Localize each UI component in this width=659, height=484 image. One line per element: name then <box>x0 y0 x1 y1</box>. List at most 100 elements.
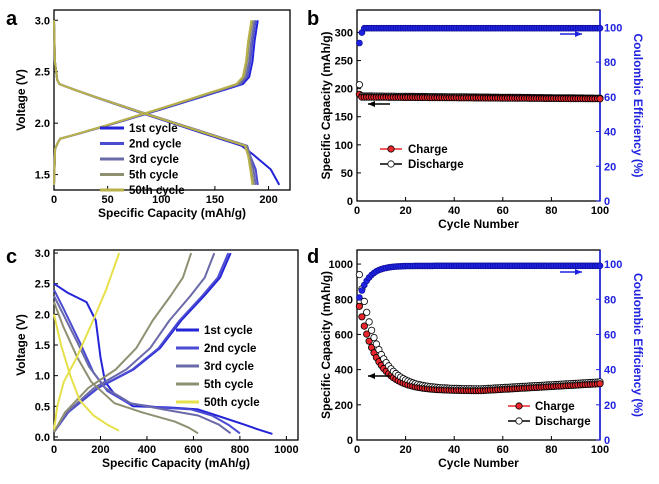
capacity-arrow-head <box>368 101 375 107</box>
charge-point <box>360 322 368 330</box>
legend-label: 50th cycle <box>204 397 260 409</box>
x-tick-label: 80 <box>545 205 557 217</box>
x-tick-label: 600 <box>184 444 202 456</box>
y2-tick-label: 40 <box>604 365 616 377</box>
charge-curve-2 <box>53 252 230 433</box>
x-tick-label: 40 <box>448 444 460 456</box>
y-tick-label: 600 <box>335 329 353 341</box>
y2-tick-label: 0 <box>604 196 610 208</box>
y2-tick-label: 0 <box>604 435 610 447</box>
y-tick-label: 1000 <box>329 259 353 271</box>
legend-label: 5th cycle <box>129 170 178 182</box>
discharge-point <box>370 333 378 342</box>
charge-point <box>596 95 604 103</box>
efficiency-point <box>596 262 604 270</box>
charge-curve-4 <box>53 252 193 433</box>
y-tick-label: 1.5 <box>35 340 50 352</box>
x-tick-label: 0 <box>51 444 57 456</box>
legend-label: 1st cycle <box>204 325 253 337</box>
panel-letter: c <box>6 246 17 268</box>
y2-tick-label: 20 <box>604 161 616 173</box>
efficiency-point <box>358 287 366 294</box>
x-tick-label: 800 <box>231 444 249 456</box>
legend-marker <box>515 417 523 425</box>
legend-label: Discharge <box>408 159 464 171</box>
discharge-point <box>363 308 371 316</box>
panel-letter: b <box>307 8 319 30</box>
y-tick-label: 200 <box>335 400 353 412</box>
y-tick-label: 50 <box>341 168 353 180</box>
charge-curve-5 <box>53 252 121 430</box>
y2-axis-title: Coulombic Efficiency (%) <box>631 33 645 177</box>
legend-label: Charge <box>535 401 575 413</box>
legend-label: Discharge <box>535 416 591 428</box>
y-tick-label: 100 <box>335 140 353 152</box>
x-tick-label: 0 <box>354 205 360 217</box>
legend-label: Charge <box>408 144 448 156</box>
y-tick-label: 2.0 <box>35 118 50 130</box>
legend-label: 3rd cycle <box>129 154 179 166</box>
y-tick-label: 2.5 <box>35 279 50 291</box>
efficiency-point <box>596 24 604 32</box>
discharge-point <box>355 270 363 279</box>
y-tick-label: 2.0 <box>35 309 50 321</box>
y-axis-title: Voltage (V) <box>14 314 28 376</box>
discharge-point <box>355 81 363 89</box>
y2-tick-label: 60 <box>604 92 616 104</box>
y-tick-label: 3.0 <box>35 15 50 27</box>
x-tick-label: 100 <box>591 205 609 217</box>
ce-arrow-head <box>575 31 582 37</box>
legend-label: 1st cycle <box>129 123 178 135</box>
x-tick-label: 60 <box>497 205 509 217</box>
legend-label: 50th cycle <box>129 185 185 197</box>
legend-label: 5th cycle <box>204 379 253 391</box>
charge-curve-5 <box>53 20 253 185</box>
y-axis-title: Specific Capacity (mAh/g) <box>319 271 333 419</box>
y-tick-label: 0.0 <box>35 432 50 444</box>
x-tick-label: 100 <box>152 194 170 206</box>
x-axis-title: Specific Capacity (mAh/g) <box>102 456 250 470</box>
legend-marker <box>387 145 395 153</box>
y-tick-label: 400 <box>335 365 353 377</box>
y-tick-label: 0 <box>347 196 353 208</box>
x-tick-label: 50 <box>102 194 114 206</box>
y-tick-label: 200 <box>335 84 353 96</box>
discharge-point <box>365 318 373 326</box>
panel-letter: a <box>6 8 18 30</box>
charge-point <box>365 337 373 345</box>
charge-point <box>355 302 363 310</box>
x-tick-label: 100 <box>591 444 609 456</box>
discharge-curve-2 <box>53 289 241 435</box>
x-tick-label: 200 <box>91 444 109 456</box>
discharge-point <box>360 297 368 305</box>
legend-label: 2nd cycle <box>204 343 256 355</box>
charge-point <box>358 313 366 321</box>
x-tick-label: 200 <box>259 194 277 206</box>
x-tick-label: 20 <box>399 444 411 456</box>
y2-tick-label: 100 <box>604 22 622 34</box>
discharge-curve-5 <box>53 314 120 432</box>
plot-frame-a <box>53 9 291 191</box>
efficiency-point <box>356 39 363 47</box>
x-tick-label: 150 <box>206 194 224 206</box>
x-tick-label: 1000 <box>274 444 298 456</box>
charge-curve-3 <box>53 252 216 433</box>
y-axis-title: Specific Capacity (mAh/g) <box>319 31 333 179</box>
legend-label: 3rd cycle <box>204 361 254 373</box>
x-tick-label: 20 <box>399 205 411 217</box>
x-axis-title: Specific Capacity (mAh/g) <box>98 206 246 220</box>
legend-marker <box>515 402 523 410</box>
legend-label: 2nd cycle <box>129 139 181 151</box>
y2-tick-label: 60 <box>604 329 616 341</box>
capacity-arrow-head <box>368 373 375 379</box>
y-tick-label: 150 <box>335 112 353 124</box>
y-tick-label: 300 <box>335 27 353 39</box>
y-axis-title: Voltage (V) <box>14 69 28 131</box>
y-tick-label: 1.5 <box>35 170 50 182</box>
y2-axis-title: Coulombic Efficiency (%) <box>631 273 645 417</box>
charge-point <box>596 380 604 388</box>
y-tick-label: 0.5 <box>35 401 50 413</box>
y-tick-label: 1.0 <box>35 371 50 383</box>
y2-tick-label: 100 <box>604 259 622 271</box>
